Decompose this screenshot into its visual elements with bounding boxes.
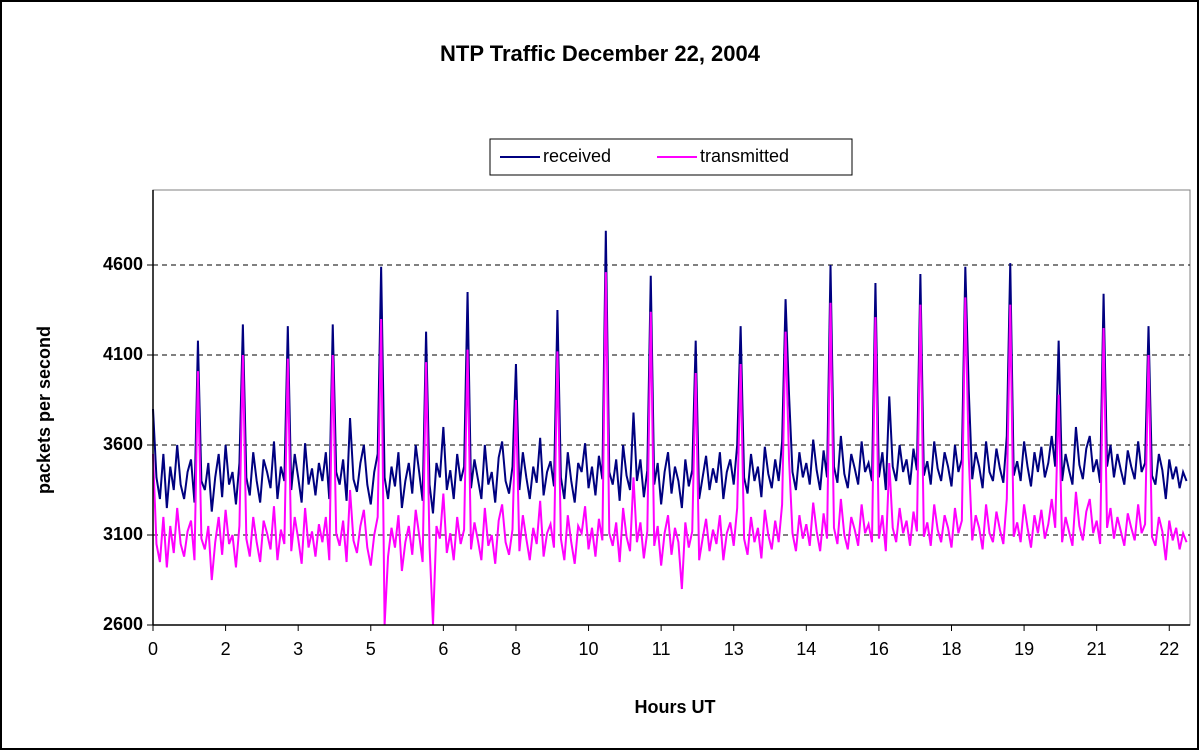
x-tick-label: 19 (1014, 639, 1034, 659)
x-tick-label: 21 (1087, 639, 1107, 659)
legend-label: transmitted (700, 146, 789, 166)
y-tick-label: 3100 (103, 524, 143, 544)
x-tick-label: 16 (869, 639, 889, 659)
x-tick-label: 11 (652, 639, 671, 659)
x-tick-label: 5 (366, 639, 376, 659)
y-tick-label: 3600 (103, 434, 143, 454)
x-tick-label: 14 (796, 639, 816, 659)
x-tick-label: 22 (1159, 639, 1179, 659)
y-axis-title: packets per second (34, 326, 54, 494)
x-tick-label: 6 (438, 639, 448, 659)
y-tick-label: 2600 (103, 614, 143, 634)
x-tick-label: 18 (941, 639, 961, 659)
x-axis-title: Hours UT (635, 697, 716, 717)
line-series (152, 230, 1188, 514)
chart-title: NTP Traffic December 22, 2004 (440, 41, 761, 66)
x-tick-label: 10 (579, 639, 599, 659)
x-tick-label: 8 (511, 639, 521, 659)
x-tick-label: 3 (293, 639, 303, 659)
x-tick-label: 13 (724, 639, 744, 659)
legend-label: received (543, 146, 611, 166)
x-tick-label: 2 (221, 639, 231, 659)
y-tick-label: 4100 (103, 344, 143, 364)
line-series (152, 272, 1188, 626)
x-tick-label: 0 (148, 639, 158, 659)
y-tick-label: 4600 (103, 254, 143, 274)
